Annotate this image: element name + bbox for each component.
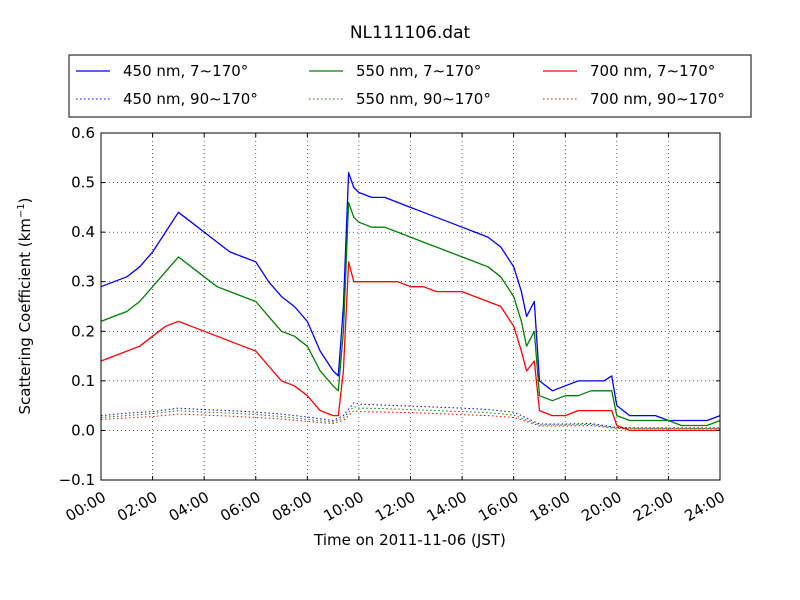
legend-label: 550 nm, 7∼170° bbox=[356, 62, 481, 80]
series-line bbox=[100, 410, 720, 430]
y-tick-label: −0.1 bbox=[59, 471, 95, 489]
y-tick-label: 0.6 bbox=[71, 124, 95, 142]
y-axis-label-superscript: −1 bbox=[16, 203, 27, 218]
legend-label: 700 nm, 90∼170° bbox=[590, 90, 725, 108]
series-line bbox=[100, 406, 720, 429]
plot-background bbox=[101, 133, 720, 480]
legend-label: 450 nm, 7∼170° bbox=[123, 62, 248, 80]
x-axis-label: Time on 2011-11-06 (JST) bbox=[313, 531, 506, 549]
y-tick-label: 0.2 bbox=[71, 322, 95, 340]
legend: 450 nm, 7∼170° 550 nm, 7∼170° 700 nm, 7∼17… bbox=[68, 54, 752, 118]
y-tick-label: 0.3 bbox=[71, 273, 95, 291]
y-axis-label-text: Scattering Coefficient (km bbox=[16, 218, 34, 414]
y-axis-label-close: ) bbox=[16, 197, 34, 203]
y-tick-label: 0.1 bbox=[71, 372, 95, 390]
legend-label: 550 nm, 90∼170° bbox=[356, 90, 491, 108]
series-line bbox=[100, 402, 720, 429]
legend-frame bbox=[68, 54, 752, 118]
series-line bbox=[100, 261, 720, 432]
y-axis-label: Scattering Coefficient (km−1) bbox=[16, 197, 34, 414]
plot-area: 00:00 02:00 04:00 06:00 08:00 10:00 12:00 14:00… bbox=[59, 124, 728, 525]
y-tick-label: 0.4 bbox=[71, 223, 95, 241]
chart-title: NL111106.dat bbox=[350, 23, 471, 43]
series-line bbox=[100, 172, 721, 422]
y-tick-label: 0.5 bbox=[71, 174, 95, 192]
legend-label: 700 nm, 7∼170° bbox=[590, 62, 715, 80]
legend-label: 450 nm, 90∼170° bbox=[123, 90, 258, 108]
y-tick-label: 0.0 bbox=[71, 421, 95, 439]
series-line bbox=[100, 201, 721, 427]
series-lines bbox=[100, 172, 721, 432]
